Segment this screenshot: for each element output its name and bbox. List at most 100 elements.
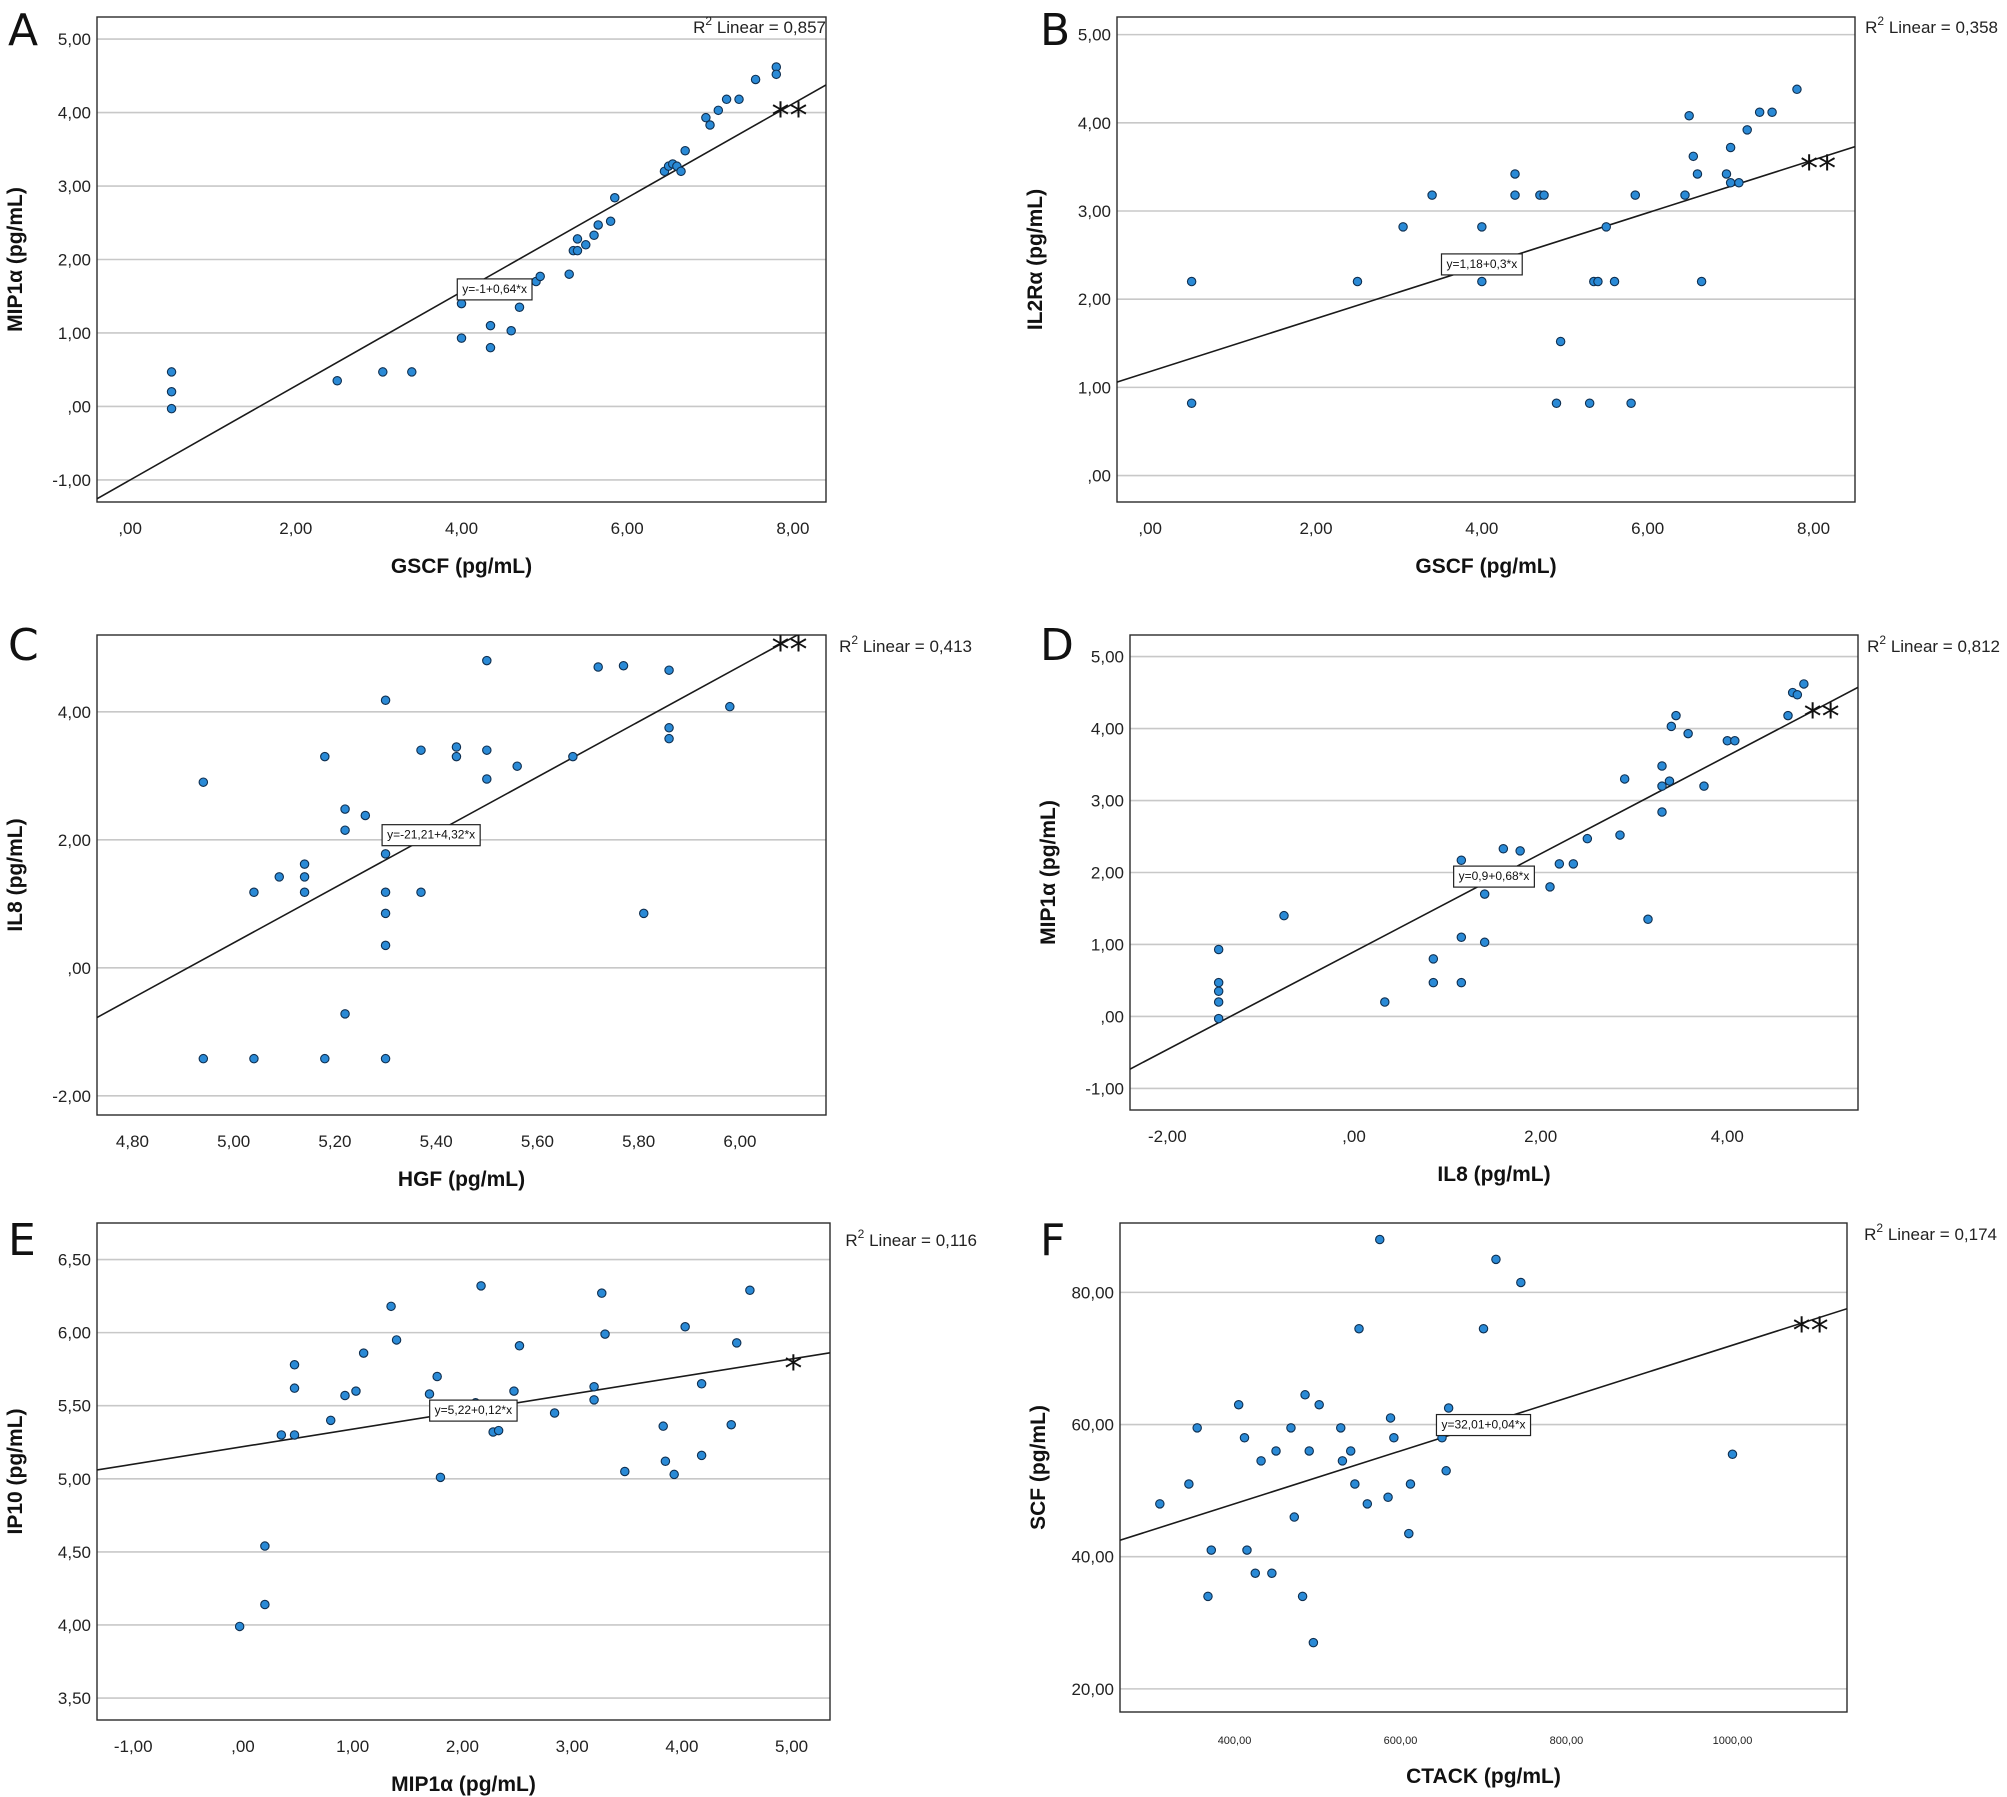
data-point: [1510, 169, 1520, 179]
data-point: [1206, 1545, 1217, 1555]
y-tick-label: 1,00: [1091, 935, 1124, 954]
y-tick-label: -2,00: [52, 1087, 91, 1106]
data-point: [260, 1599, 270, 1610]
x-axis-label: CTACK (pg/mL): [1406, 1765, 1561, 1788]
data-point: [745, 1285, 755, 1295]
data-point: [696, 1450, 707, 1461]
data-point: [482, 745, 492, 755]
data-point: [509, 1386, 519, 1396]
data-point: [456, 333, 467, 343]
data-point: [234, 1621, 245, 1632]
data-point: [274, 872, 284, 882]
data-point: [1619, 774, 1630, 784]
data-point: [386, 1301, 396, 1312]
y-tick-label: ,00: [67, 959, 91, 978]
data-point: [1375, 1234, 1385, 1245]
data-point: [1730, 736, 1740, 746]
y-tick-label: 6,50: [58, 1251, 91, 1270]
data-point: [1609, 276, 1620, 287]
data-point: [289, 1383, 300, 1393]
data-point: [1350, 1479, 1360, 1489]
data-point: [1383, 1492, 1393, 1502]
y-tick-label: 80,00: [1071, 1283, 1114, 1302]
data-point: [581, 240, 591, 250]
data-point: [1643, 914, 1653, 925]
data-point: [1477, 222, 1487, 232]
data-point: [572, 234, 583, 244]
data-point: [725, 701, 735, 712]
data-point: [589, 230, 599, 241]
data-point: [705, 120, 715, 130]
data-point: [1725, 142, 1736, 153]
y-tick-label: 1,00: [1078, 378, 1111, 397]
data-point: [1792, 689, 1803, 700]
data-point: [1783, 710, 1793, 721]
data-point: [1699, 781, 1709, 791]
data-point: [1555, 336, 1566, 347]
data-point: [1568, 859, 1579, 869]
equation-label: y=0,9+0,68*x: [1459, 869, 1530, 883]
y-tick-label: 5,00: [58, 30, 91, 49]
data-point: [638, 908, 649, 919]
data-point: [320, 1053, 330, 1064]
y-tick-label: 4,00: [58, 104, 91, 123]
data-point: [1242, 1545, 1252, 1555]
x-tick-label: 800,00: [1550, 1735, 1584, 1747]
data-point: [249, 887, 259, 898]
data-point: [589, 1395, 599, 1405]
data-point: [1192, 1423, 1202, 1433]
equation-box: [1453, 865, 1535, 888]
y-tick-label: -1,00: [1085, 1079, 1124, 1098]
y-tick-label: 2,00: [58, 251, 91, 270]
significance-marker: **: [1793, 1310, 1829, 1351]
data-point: [1286, 1423, 1296, 1433]
data-point: [1213, 944, 1224, 955]
plot-frame: [96, 1222, 831, 1721]
data-point: [1184, 1479, 1194, 1489]
data-point: [299, 872, 310, 882]
data-point: [664, 723, 674, 733]
data-point: [260, 1541, 270, 1551]
equation-label: y=5,22+0,12*x: [435, 1403, 512, 1417]
data-point: [1742, 125, 1752, 135]
data-point: [1428, 977, 1439, 988]
data-point: [1289, 1512, 1300, 1522]
y-tick-label: 5,50: [58, 1397, 91, 1416]
data-point: [610, 193, 620, 203]
x-tick-label: 2,00: [446, 1737, 479, 1756]
y-tick-label: 3,00: [1091, 792, 1124, 811]
data-point: [696, 1379, 707, 1389]
x-tick-label: 2,00: [1524, 1127, 1557, 1146]
panel-a: -1,00 ,00 1,00 2,00 3,00 4,00 5,00 ,00 2,00 4,00 6…: [4, 5, 827, 578]
data-point: [1680, 190, 1690, 200]
data-point: [593, 220, 603, 230]
data-point: [485, 320, 496, 331]
data-point: [340, 1390, 350, 1401]
plot-frame: [96, 16, 827, 503]
data-point: [514, 1341, 525, 1351]
data-point: [166, 403, 177, 414]
data-point: [593, 662, 603, 672]
panel-letter: A: [8, 5, 38, 56]
data-point: [680, 145, 690, 156]
x-axis-label: IL8 (pg/mL): [1437, 1163, 1550, 1186]
data-point: [664, 733, 674, 744]
x-tick-label: 4,00: [1711, 1127, 1744, 1146]
y-tick-label: -1,00: [52, 471, 91, 490]
data-point: [1696, 276, 1707, 287]
x-tick-label: 5,00: [775, 1737, 808, 1756]
significance-marker: **: [772, 629, 808, 670]
data-point: [1582, 833, 1593, 844]
data-point: [1213, 1013, 1224, 1024]
data-point: [535, 271, 545, 282]
data-point: [1767, 107, 1777, 117]
r2-label: R2 Linear = 0,358: [1865, 14, 1998, 37]
y-tick-label: 20,00: [1071, 1680, 1114, 1699]
data-point: [1584, 398, 1595, 408]
data-point: [1186, 398, 1197, 408]
data-point: [1478, 1323, 1489, 1334]
panel-letter: B: [1040, 5, 1070, 56]
data-point: [1479, 937, 1490, 948]
y-tick-label: 5,00: [58, 1470, 91, 1489]
data-point: [1792, 84, 1802, 95]
